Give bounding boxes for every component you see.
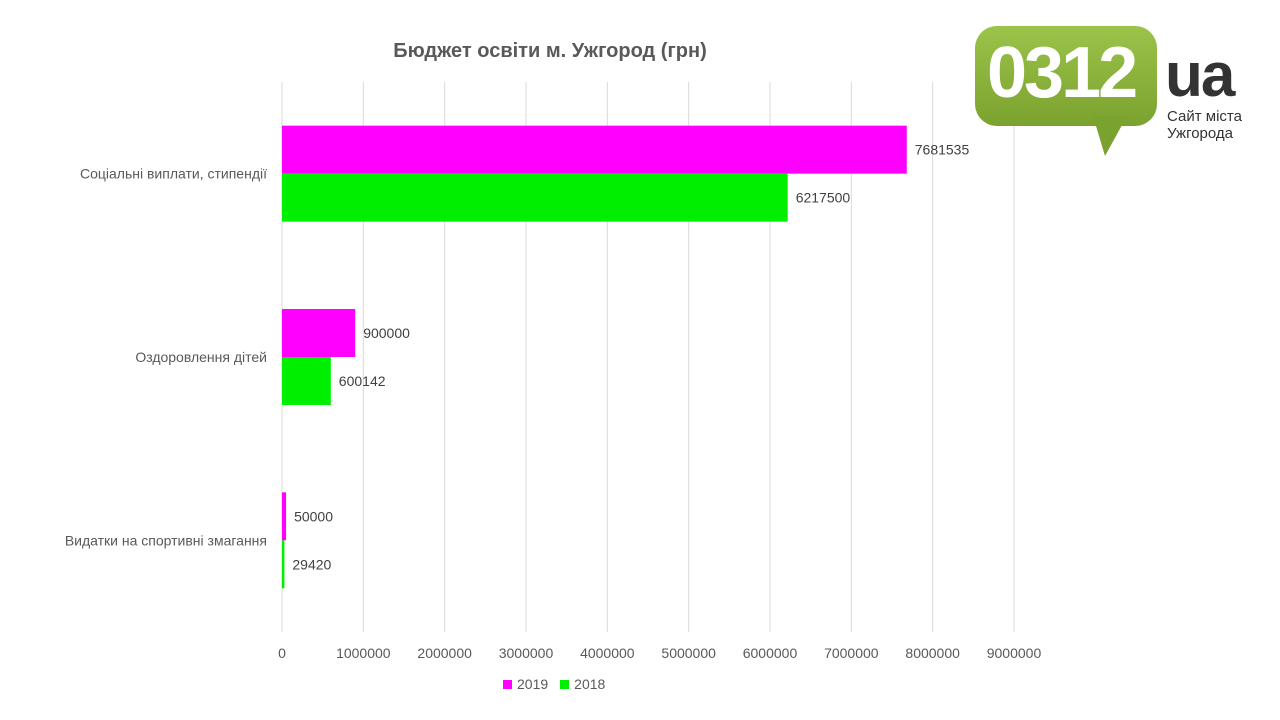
legend-label-2018: 2018 bbox=[574, 676, 606, 692]
data-label: 600142 bbox=[339, 373, 386, 389]
x-tick-label: 1000000 bbox=[336, 645, 391, 661]
category-label: Соціальні виплати, стипендії bbox=[80, 166, 267, 182]
data-label: 900000 bbox=[363, 325, 410, 341]
bar-2018 bbox=[282, 357, 331, 405]
x-tick-label: 7000000 bbox=[824, 645, 879, 661]
category-label: Видатки на спортивні змагання bbox=[65, 532, 267, 548]
x-tick-label: 8000000 bbox=[905, 645, 960, 661]
bar-2019 bbox=[282, 125, 907, 174]
legend-swatch-2018 bbox=[560, 679, 570, 689]
logo-subtitle: Сайт міста Ужгорода bbox=[1167, 108, 1242, 142]
x-tick-label: 4000000 bbox=[580, 645, 635, 661]
bar-2018 bbox=[282, 540, 285, 589]
logo-suffix: ua bbox=[1165, 41, 1235, 110]
data-label: 29420 bbox=[292, 556, 331, 572]
data-label: 50000 bbox=[294, 508, 333, 524]
legend-swatch-2019 bbox=[503, 679, 512, 689]
x-tick-label: 6000000 bbox=[743, 645, 798, 661]
bars bbox=[282, 125, 907, 589]
bar-2018 bbox=[282, 173, 788, 222]
x-tick-label: 0 bbox=[278, 645, 286, 661]
speech-bubble-tail-icon bbox=[1093, 116, 1127, 156]
data-labels: 7681535 6217500 900000 600142 50000 29420 bbox=[292, 142, 969, 573]
legend-item-2019: 2019 bbox=[503, 676, 548, 692]
category-labels: Соціальні виплати, стипендії Оздоровлення… bbox=[65, 166, 267, 549]
logo-number: 0312 bbox=[987, 33, 1138, 113]
legend-label-2019: 2019 bbox=[517, 676, 549, 692]
bar-2019 bbox=[282, 309, 356, 357]
data-label: 7681535 bbox=[915, 142, 970, 158]
data-label: 6217500 bbox=[796, 190, 851, 206]
chart-title: Бюджет освіти м. Ужгород (грн) bbox=[393, 40, 707, 62]
legend-item-2018: 2018 bbox=[560, 676, 605, 692]
x-tick-label: 9000000 bbox=[987, 645, 1042, 661]
legend: 2019 2018 bbox=[503, 676, 617, 692]
site-logo[interactable]: 0312 ua Сайт міста Ужгорода bbox=[975, 26, 1255, 158]
category-label: Оздоровлення дітей bbox=[135, 349, 267, 365]
x-tick-label: 2000000 bbox=[417, 645, 472, 661]
x-tick-label: 5000000 bbox=[661, 645, 716, 661]
x-tick-label: 3000000 bbox=[499, 645, 554, 661]
x-tick-labels: 0 1000000 2000000 3000000 4000000 5000000 6000… bbox=[278, 645, 1041, 661]
bar-2019 bbox=[282, 492, 287, 541]
speech-bubble-logo-icon bbox=[975, 26, 1157, 126]
